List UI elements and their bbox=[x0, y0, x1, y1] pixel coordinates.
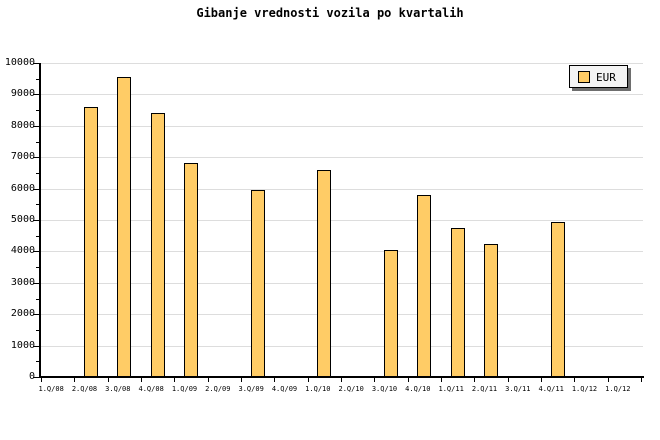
y-axis-label: 0 bbox=[28, 371, 35, 382]
x-axis-label: 2.Q/09 bbox=[205, 385, 231, 393]
bar-4.Q/08 bbox=[150, 113, 165, 378]
bar-4.Q/11 bbox=[550, 221, 565, 378]
x-tick bbox=[341, 377, 342, 382]
y-minor-tick bbox=[36, 204, 39, 206]
bar-3.Q/09 bbox=[250, 190, 265, 378]
x-axis-label: 1.Q/09 bbox=[171, 385, 198, 393]
y-gridline bbox=[41, 125, 643, 127]
legend-label: EUR bbox=[596, 71, 616, 84]
y-gridline bbox=[41, 220, 643, 221]
y-axis-label: 5000 bbox=[10, 214, 35, 225]
y-gridline bbox=[41, 63, 643, 64]
y-axis-line bbox=[39, 63, 41, 378]
bar-3.Q/08 bbox=[117, 77, 132, 378]
y-major-tick bbox=[33, 94, 39, 96]
x-tick bbox=[507, 377, 509, 382]
y-axis-label: 2000 bbox=[10, 308, 35, 320]
x-axis-label: 3.Q/08 bbox=[105, 385, 131, 393]
bar-1.Q/10 bbox=[317, 169, 332, 378]
bar-3.Q/10 bbox=[384, 249, 398, 378]
x-tick bbox=[441, 377, 442, 382]
y-major-tick bbox=[33, 314, 39, 316]
x-tick bbox=[274, 377, 276, 382]
x-tick bbox=[407, 377, 409, 382]
y-axis-label: 1000 bbox=[10, 339, 35, 351]
y-major-tick bbox=[33, 157, 39, 159]
x-tick bbox=[607, 377, 609, 382]
x-axis-label: 2.Q/08 bbox=[71, 385, 98, 393]
x-tick bbox=[107, 377, 109, 382]
y-major-tick bbox=[33, 251, 39, 253]
y-minor-tick bbox=[36, 78, 39, 80]
x-tick bbox=[374, 377, 376, 382]
y-axis-label: 8000 bbox=[10, 119, 35, 131]
x-axis-label: 1.Q/12 bbox=[571, 385, 598, 393]
y-minor-tick bbox=[36, 329, 39, 331]
y-gridline bbox=[41, 157, 643, 159]
x-axis-label: 1.Q/11 bbox=[438, 385, 464, 393]
y-minor-tick bbox=[36, 298, 39, 300]
y-major-tick bbox=[33, 63, 39, 64]
y-gridline bbox=[41, 94, 643, 96]
x-axis-label: 1.Q/12 bbox=[605, 385, 631, 393]
x-axis-label: 4.Q/10 bbox=[405, 385, 431, 393]
y-minor-tick bbox=[36, 172, 39, 174]
y-axis-label: 10000 bbox=[4, 57, 35, 68]
x-axis-label: 3.Q/09 bbox=[238, 385, 264, 393]
bar-2.Q/08 bbox=[84, 106, 98, 378]
y-minor-tick bbox=[36, 361, 39, 363]
x-axis-label: 1.Q/08 bbox=[38, 385, 64, 393]
x-axis-label: 4.Q/11 bbox=[538, 385, 564, 393]
y-axis-label: 9000 bbox=[10, 88, 35, 100]
x-tick bbox=[307, 377, 309, 382]
y-minor-tick bbox=[36, 235, 39, 237]
x-tick bbox=[474, 377, 476, 382]
x-tick bbox=[74, 377, 76, 382]
x-axis-label: 4.Q/08 bbox=[138, 385, 164, 393]
x-axis-label: 3.Q/11 bbox=[505, 385, 531, 393]
x-axis-label: 1.Q/10 bbox=[305, 385, 331, 393]
y-minor-tick bbox=[36, 267, 39, 269]
y-minor-tick bbox=[36, 110, 39, 112]
bar-1.Q/11 bbox=[450, 227, 465, 378]
y-axis-label: 6000 bbox=[10, 182, 35, 194]
x-tick bbox=[541, 377, 542, 382]
y-major-tick bbox=[33, 188, 39, 190]
y-major-tick bbox=[33, 377, 39, 378]
y-major-tick bbox=[33, 220, 39, 221]
y-major-tick bbox=[33, 125, 39, 127]
y-axis-label: 4000 bbox=[10, 245, 35, 257]
y-major-tick bbox=[33, 282, 39, 284]
x-tick bbox=[574, 377, 576, 382]
y-axis-label: 3000 bbox=[10, 276, 35, 288]
chart-title: Gibanje vrednosti vozila po kvartalih bbox=[196, 6, 464, 20]
y-axis-label: 7000 bbox=[10, 151, 35, 163]
y-gridline bbox=[41, 345, 643, 347]
bar-2.Q/11 bbox=[484, 243, 498, 378]
legend-box: EUR bbox=[569, 65, 628, 88]
bar-1.Q/09 bbox=[184, 163, 198, 378]
y-gridline bbox=[41, 251, 643, 253]
x-tick bbox=[207, 377, 209, 382]
x-tick bbox=[174, 377, 176, 382]
legend-swatch-icon bbox=[578, 71, 590, 83]
x-axis-label: 2.Q/10 bbox=[338, 385, 364, 393]
x-axis-label: 3.Q/10 bbox=[371, 385, 398, 393]
x-axis-label: 4.Q/09 bbox=[271, 385, 298, 393]
bar-4.Q/10 bbox=[417, 194, 432, 378]
x-tick bbox=[141, 377, 142, 382]
x-tick bbox=[241, 377, 242, 382]
y-gridline bbox=[41, 188, 643, 190]
y-major-tick bbox=[33, 345, 39, 347]
y-gridline bbox=[41, 314, 643, 316]
y-gridline bbox=[41, 282, 643, 284]
x-tick bbox=[641, 377, 642, 382]
x-tick bbox=[41, 377, 42, 382]
y-minor-tick bbox=[36, 141, 39, 143]
x-axis-label: 2.Q/11 bbox=[471, 385, 498, 393]
